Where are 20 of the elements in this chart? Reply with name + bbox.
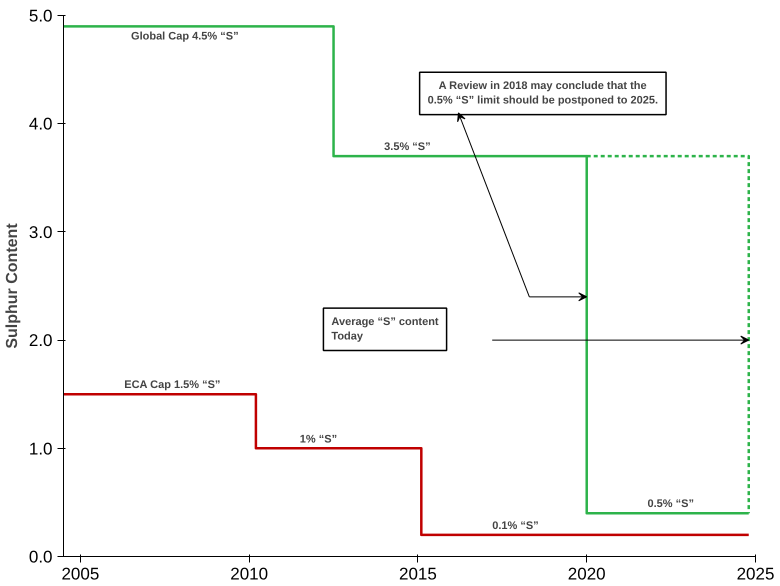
annotation: ECA Cap 1.5% “S” <box>124 379 220 392</box>
y-tick-label: 0.0 <box>28 548 53 566</box>
y-tick-label: 5.0 <box>28 6 53 26</box>
annotation: Global Cap 4.5% “S” <box>131 30 239 42</box>
annotation: A Review in 2018 may conclude that the 0.5% “S” limit should be postponed to 2025. <box>428 80 658 107</box>
x-tick-label: 2015 <box>399 564 437 584</box>
annotation: Average “S” content Today <box>331 316 439 342</box>
x-tick-label: 2020 <box>568 564 606 584</box>
annotation: 0.1% “S” <box>492 520 539 532</box>
x-tick-label: 2005 <box>61 564 100 584</box>
y-axis-title: Sulphur Content <box>4 222 21 349</box>
annotation: 1% “S” <box>300 433 338 446</box>
x-tick-label: 2025 <box>736 564 774 584</box>
annotation: 3.5% “S” <box>384 141 431 154</box>
y-tick-label: 2.0 <box>28 331 53 350</box>
x-tick-label: 2010 <box>230 564 268 584</box>
y-tick-label: 4.0 <box>28 114 53 134</box>
annotation: 0.5% “S” <box>647 498 694 510</box>
y-tick-label: 3.0 <box>28 222 53 242</box>
y-tick-label: 1.0 <box>28 439 53 458</box>
